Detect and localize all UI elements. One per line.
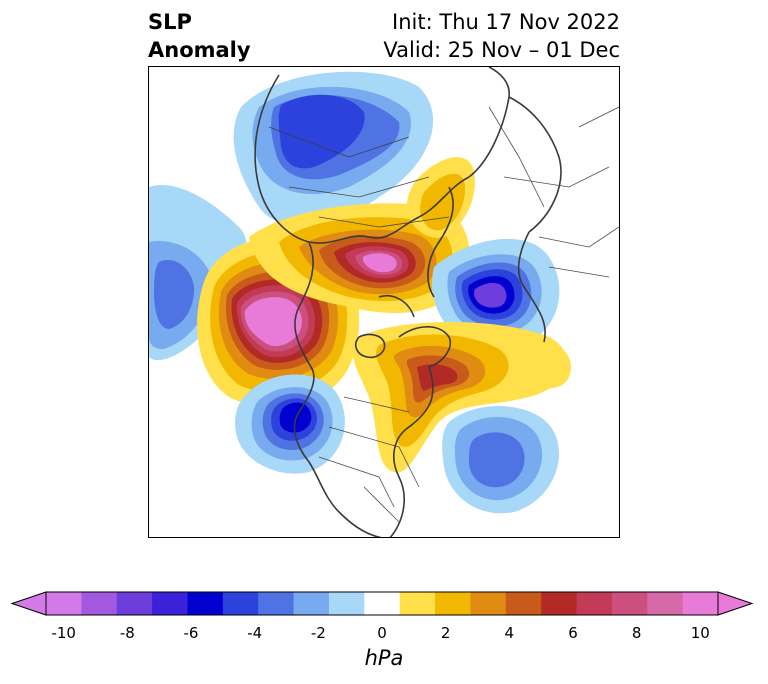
map-panel [148, 66, 620, 538]
colorbar-cell [293, 592, 330, 615]
low-west-us [235, 374, 345, 474]
high-pacific [197, 235, 360, 407]
colorbar-tick-label: 8 [631, 624, 642, 642]
colorbar-cell [46, 592, 82, 615]
colorbar-units: hPa [364, 646, 404, 670]
valid-range: Valid: 25 Nov – 01 Dec [383, 38, 620, 62]
anomaly-map [149, 67, 619, 537]
colorbar-tick-label: 10 [690, 624, 710, 642]
title-variable: SLP [148, 10, 192, 34]
colorbar-cell [258, 592, 295, 615]
colorbar-tick-label: -10 [51, 624, 76, 642]
colorbar-cell [152, 592, 188, 615]
colorbar-cell [470, 592, 507, 615]
low-siberia [233, 71, 434, 226]
low-atlantic [442, 405, 560, 514]
colorbar-cell [116, 592, 153, 615]
colorbar-cell [81, 592, 118, 615]
colorbar-cell [399, 592, 436, 615]
colorbar-cell [647, 592, 684, 615]
colorbar-cell [541, 592, 578, 615]
title-left: SLP Anomaly [148, 8, 251, 64]
colorbar-tick-label: -4 [247, 624, 263, 642]
title-right: Init: Thu 17 Nov 2022 Valid: 25 Nov – 01… [383, 8, 620, 64]
colorbar-tick-label: -8 [119, 624, 135, 642]
colorbar-extend-low [10, 591, 47, 616]
colorbar [10, 591, 754, 616]
colorbar-tick-label: -2 [310, 624, 326, 642]
colorbar-tick-label: 6 [568, 624, 578, 642]
colorbar-tick-label: 4 [504, 624, 515, 642]
colorbar-cell [328, 592, 365, 615]
colorbar-cell [435, 592, 471, 615]
colorbar-cell [505, 592, 542, 615]
colorbar-extend-high [717, 591, 754, 616]
coastlines [254, 67, 562, 537]
init-date: Init: Thu 17 Nov 2022 [392, 10, 620, 34]
borders [268, 106, 619, 523]
colorbar-cell [364, 592, 401, 615]
low-europe [432, 238, 560, 350]
title-variable-type: Anomaly [148, 38, 251, 62]
colorbar-cell [222, 592, 259, 615]
colorbar-tick-label: -6 [183, 624, 199, 642]
colorbar-cell [576, 592, 613, 615]
colorbar-cell [682, 592, 719, 615]
colorbar-cell [187, 592, 224, 615]
high-arctic [249, 203, 470, 313]
colorbar-tick-label: 0 [377, 624, 387, 642]
colorbar-tick-label: 2 [440, 624, 451, 642]
colorbar-cell [611, 592, 648, 615]
